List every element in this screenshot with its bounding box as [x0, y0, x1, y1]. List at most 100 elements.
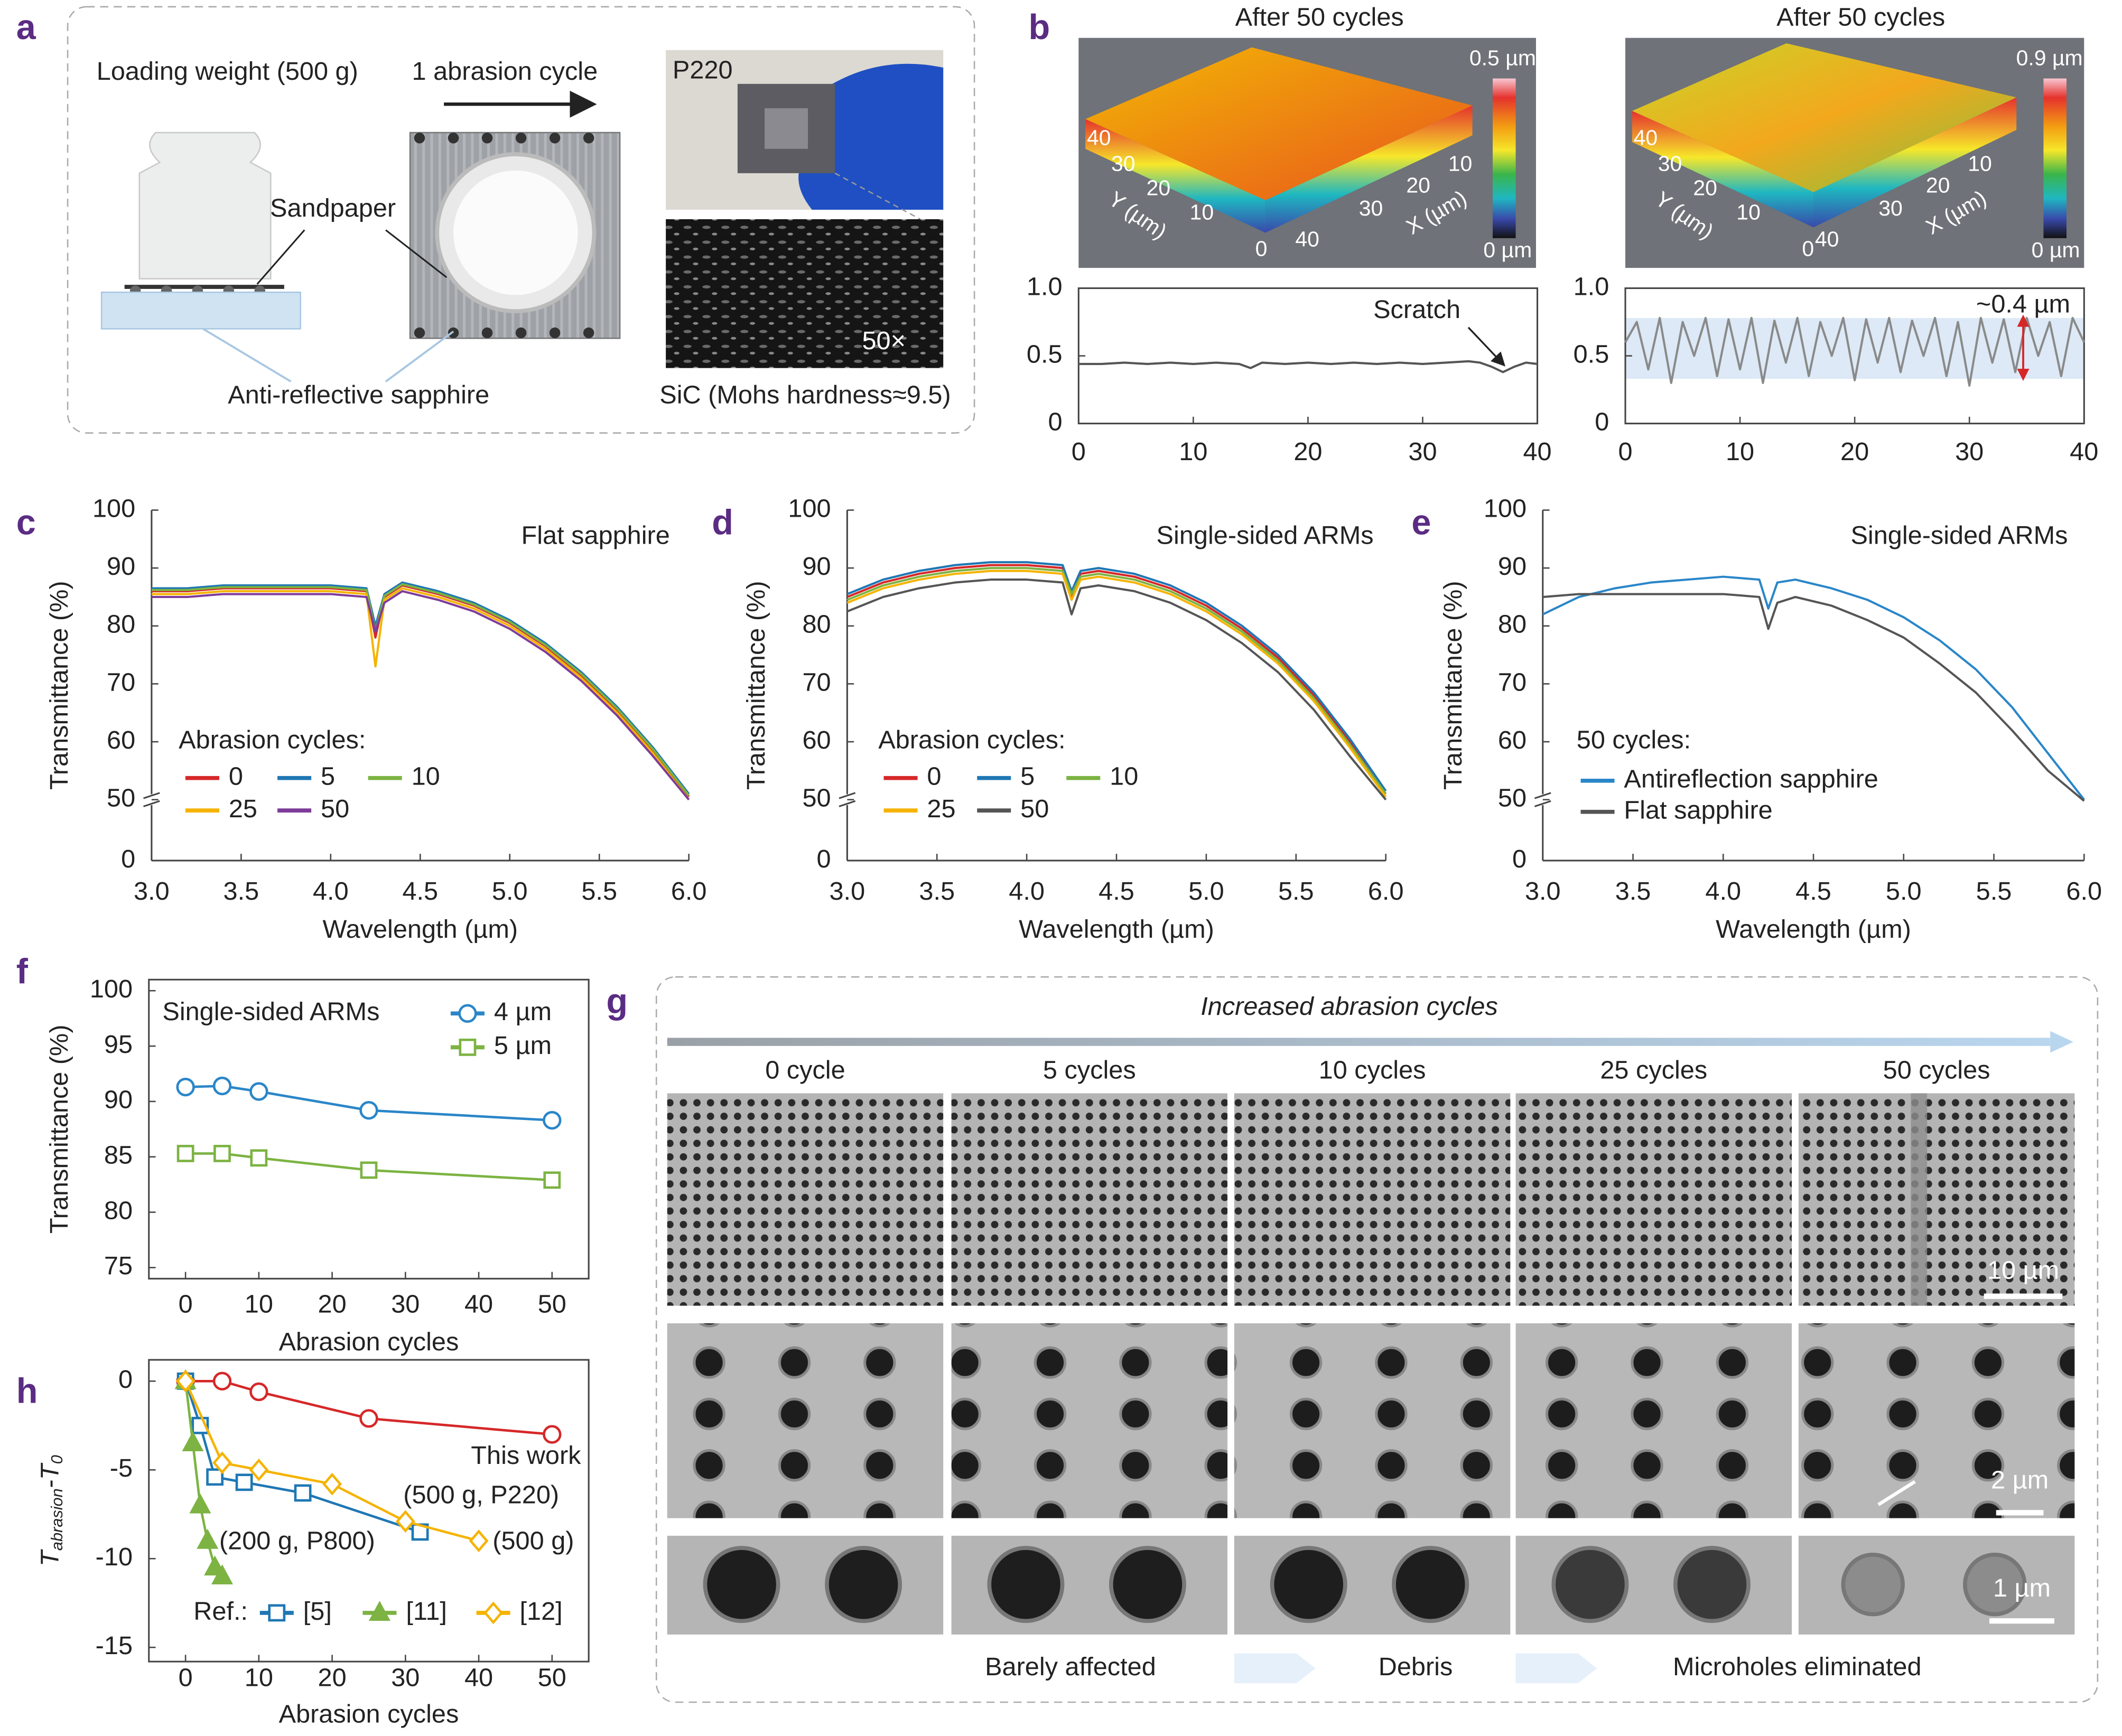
column-label: 5 cycles [1043, 1056, 1136, 1084]
map-tick: 30 [1111, 151, 1136, 175]
y-tick-label: 85 [104, 1141, 133, 1170]
series-line [151, 587, 690, 800]
legend-label: 25 [229, 795, 257, 823]
x-tick-label: 20 [1840, 437, 1869, 466]
legend-label: Flat sapphire [1624, 796, 1772, 825]
marker [395, 1510, 415, 1533]
x-tick-label: 30 [391, 1290, 420, 1318]
colorbar-label: 0 µm [2032, 238, 2080, 262]
legend-label: 5 [1020, 762, 1035, 791]
legend-label: Antireflection sapphire [1624, 765, 1878, 794]
leader [385, 229, 448, 278]
y-axis-label-part: abrasion [48, 1488, 66, 1551]
panel-a: Loading weight (500 g) 1 abrasion cycle … [67, 6, 975, 434]
sem-detail [951, 1323, 1228, 1518]
marker [294, 1484, 312, 1502]
marker [469, 1529, 489, 1553]
legend-title: Ref.: [193, 1597, 248, 1626]
colorbar-label: 0.9 µm [2016, 46, 2083, 70]
y-tick-label: 60 [1498, 726, 1527, 754]
stage-arrow [1515, 1653, 1597, 1684]
series-line [1624, 316, 2086, 387]
plot-frame [148, 978, 590, 1280]
annotation: ~0.4 µm [1976, 290, 2070, 319]
x-axis-label: Abrasion cycles [279, 1700, 459, 1728]
micrograph [666, 219, 944, 368]
map-tick: 10 [1448, 151, 1473, 175]
marker [459, 1038, 477, 1056]
surface-top [1632, 43, 2017, 192]
sem-hole [1963, 1552, 2027, 1617]
marker [176, 1077, 195, 1097]
legend-label: 10 [1110, 762, 1138, 791]
annotation: Single-sided ARMs [162, 997, 379, 1026]
series-line [846, 567, 1387, 795]
panel-label: a [16, 8, 36, 47]
y-axis-label: Transmittance (%) [45, 581, 73, 790]
legend-title: Abrasion cycles: [179, 725, 366, 754]
y-axis-label: Tabrasion-T0 [35, 1455, 66, 1566]
x-tick-label: 5.0 [492, 877, 528, 906]
sem-hole [1673, 1546, 1751, 1623]
colorbar [2043, 78, 2067, 238]
x-tick-label: 40 [2070, 437, 2098, 466]
label: P220 [673, 56, 733, 85]
series-line [846, 578, 1387, 800]
x-tick-label: 5.5 [1278, 877, 1314, 906]
x-tick-label: 10 [1726, 437, 1754, 466]
sem-overview [1798, 1093, 2075, 1306]
marker [368, 1601, 390, 1621]
series-line [1078, 360, 1538, 374]
legend-label: 0 [927, 762, 941, 791]
plot-frame [148, 1359, 590, 1663]
y-tick-label: 70 [107, 668, 135, 696]
y-tick-label: 60 [802, 726, 831, 754]
legend-title: 50 cycles: [1577, 725, 1691, 754]
legend-label: 25 [927, 795, 955, 823]
legend-label: [5] [303, 1597, 332, 1626]
marker [213, 1145, 231, 1162]
legend-label: 0 [229, 762, 243, 791]
column-label: 0 cycle [765, 1056, 845, 1084]
scratch [1911, 1093, 1928, 1306]
y-tick-label: 1.0 [1574, 272, 1609, 301]
sem-hole [1551, 1546, 1629, 1623]
surface-side [1085, 119, 1265, 233]
map-tick: 0 [1802, 237, 1814, 261]
marker [211, 1564, 234, 1584]
map-tick: 10 [1190, 200, 1214, 224]
y-axis-label: Transmittance (%) [45, 1024, 73, 1234]
pointer-arrow [1877, 1480, 1916, 1506]
y-tick-label: 0.5 [1574, 340, 1609, 368]
chart: 0 10 20 30 40 50 75 80 85 90 95 100 Abrasion cycles T… [45, 975, 590, 1356]
x-tick-label: 5.5 [581, 877, 617, 906]
progress-arrowhead [2050, 1031, 2073, 1053]
marker [182, 1431, 204, 1451]
x-tick-label: 3.0 [1525, 877, 1561, 906]
marker [250, 1149, 268, 1167]
y-tick-label: -15 [96, 1631, 133, 1660]
x-tick-label: 30 [1408, 437, 1437, 466]
x-axis-label: Wavelength (µm) [1716, 915, 1911, 944]
x-tick-label: 30 [1955, 437, 1984, 466]
sem-hole [1109, 1546, 1186, 1623]
sem-overview [667, 1093, 944, 1306]
x-tick-label: 3.5 [224, 877, 259, 906]
surface-side [1632, 111, 1814, 228]
sem-overview [1515, 1093, 1792, 1306]
panel-label: e [1411, 503, 1431, 542]
x-tick-label: 3.0 [830, 877, 865, 906]
x-tick-label: 0 [179, 1290, 193, 1318]
y-tick-label: 0 [1595, 408, 1609, 436]
sample-window [453, 170, 578, 295]
x-tick-label: 4.5 [1795, 877, 1831, 906]
y-tick-label: 1.0 [1027, 272, 1063, 301]
series-line [846, 570, 1387, 798]
map-tick: 20 [1147, 175, 1171, 200]
colorbar [1493, 78, 1516, 238]
map-tick: 0 [1255, 237, 1268, 261]
x-tick-label: 5.5 [1976, 877, 2012, 906]
panel-b-maps: After 50 cycles After 50 cycles 0.5 µm 0… [1078, 3, 2084, 268]
panel-label: g [606, 982, 628, 1021]
